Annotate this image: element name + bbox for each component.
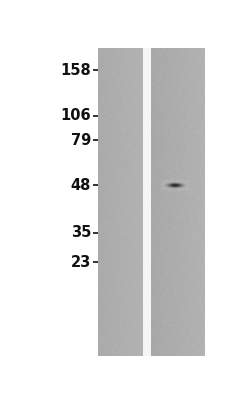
Text: 23: 23 (71, 254, 91, 270)
Text: 158: 158 (60, 63, 91, 78)
Text: 48: 48 (71, 178, 91, 192)
Text: 79: 79 (71, 133, 91, 148)
Text: 35: 35 (71, 225, 91, 240)
Bar (142, 48, 151, 356)
Text: 106: 106 (60, 108, 91, 123)
